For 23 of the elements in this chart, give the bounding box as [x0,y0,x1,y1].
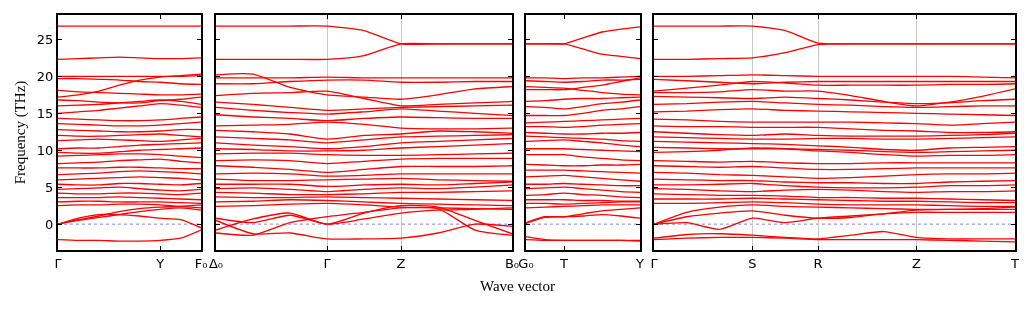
x-tick-label: Z [396,255,406,271]
y-tick-label: 20 [36,68,54,84]
y-tick-label: 25 [36,31,54,47]
x-tick-label: Δ₀ [208,255,224,271]
y-tick-label: 5 [45,179,54,195]
x-tick-label: R [813,255,823,271]
x-tick-label: T [559,255,569,271]
x-tick-label: S [748,255,757,271]
y-tick-label: 10 [36,142,54,158]
x-tick-label: B₀ [504,255,520,271]
x-tick-label: G₀ [518,255,534,271]
y-tick-label: 15 [36,105,54,121]
x-tick-label: Γ [54,255,63,271]
y-axis-title: Frequency (THz) [11,80,29,185]
x-tick-label: T [1010,255,1020,271]
x-tick-label: Γ [650,255,659,271]
x-tick-label: Y [155,255,165,271]
x-tick-label: F₀ [194,255,208,271]
x-tick-label: Γ [323,255,332,271]
x-axis-title: Wave vector [479,278,556,295]
y-tick-label: 0 [45,216,54,232]
x-tick-label: Y [635,255,645,271]
x-tick-label: Z [912,255,922,271]
